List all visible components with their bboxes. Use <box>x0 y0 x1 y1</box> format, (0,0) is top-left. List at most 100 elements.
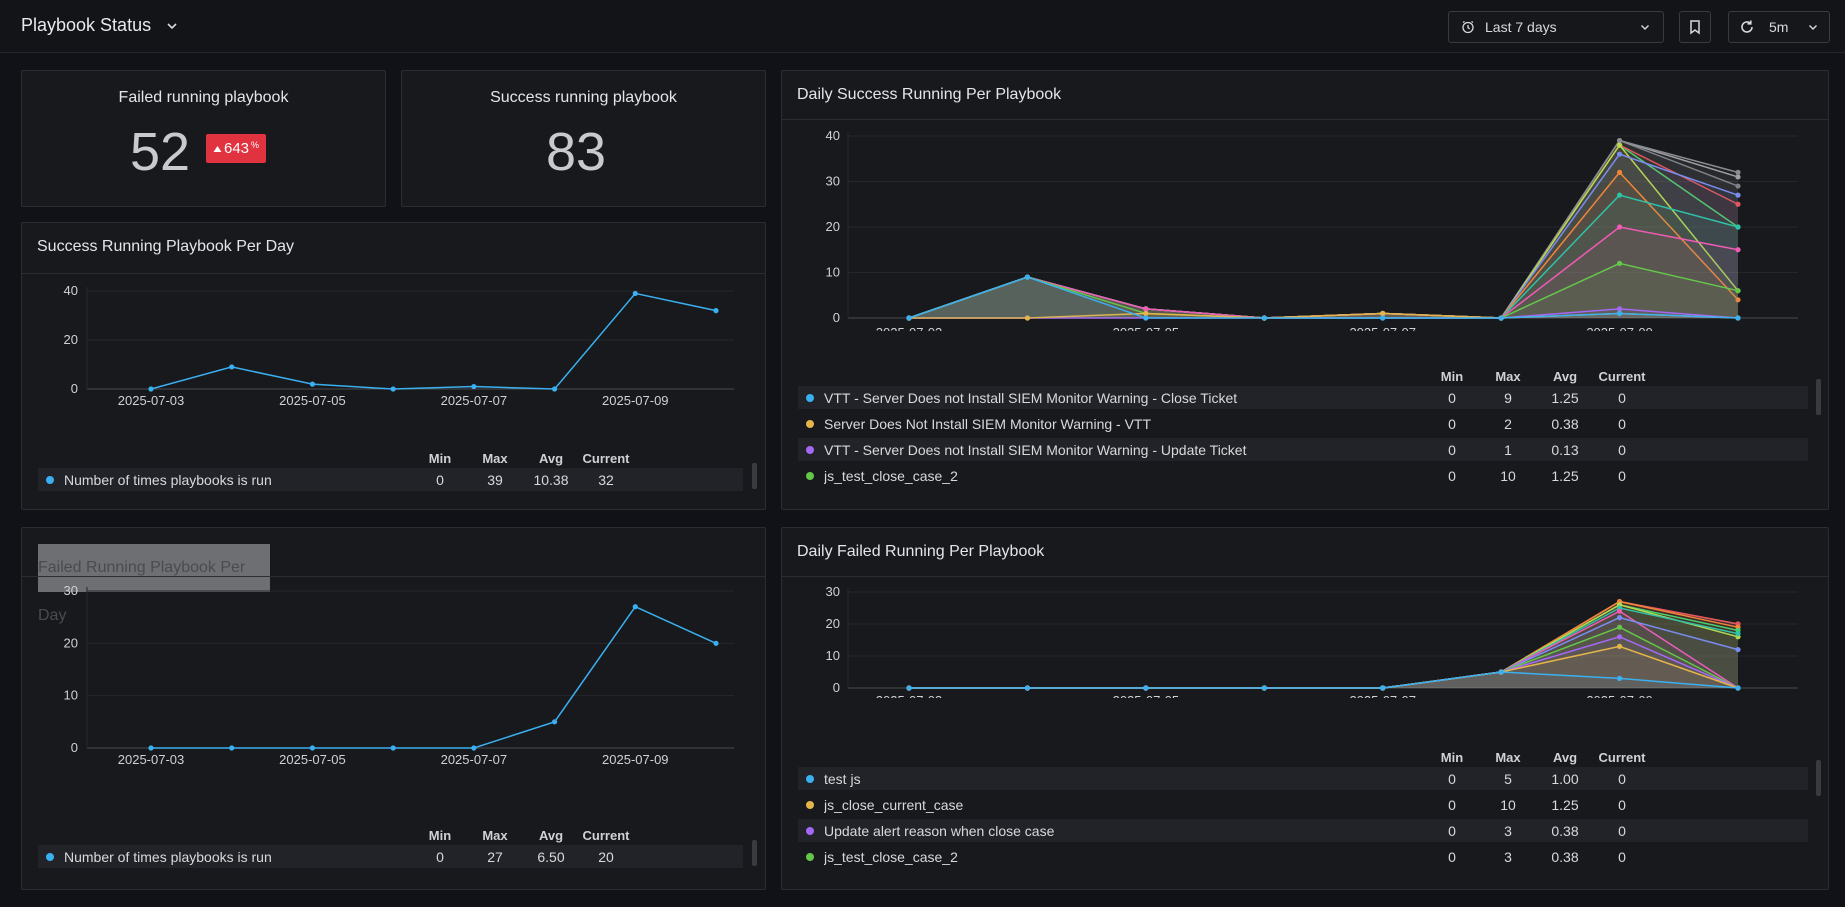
data-point[interactable] <box>1735 315 1741 321</box>
failed-per-day-chart[interactable]: 0 10 20 30 2025-07-03 2025-07-05 2025-07-07 202… <box>22 578 767 813</box>
dashboard-title-picker[interactable]: Playbook Status <box>21 15 179 36</box>
data-point[interactable] <box>1735 685 1741 691</box>
legend-scrollbar[interactable] <box>752 463 757 489</box>
legend-scrollbar[interactable] <box>752 840 757 866</box>
data-point[interactable] <box>1735 192 1741 198</box>
legend-row[interactable]: js_close_current_case 0 10 1.25 0 <box>798 793 1808 816</box>
data-point[interactable] <box>471 383 477 390</box>
data-point[interactable] <box>1616 137 1623 144</box>
legend-scrollbar[interactable] <box>1816 379 1821 415</box>
data-point[interactable] <box>632 290 638 297</box>
data-point[interactable] <box>551 386 558 392</box>
daily-success-per-playbook-panel[interactable]: Daily Success Running Per Playbook 0 10 20… <box>781 70 1829 510</box>
data-point[interactable] <box>1024 685 1031 691</box>
legend-row[interactable]: test js 0 5 1.00 0 <box>798 767 1808 790</box>
series-line[interactable] <box>151 605 717 749</box>
legend-row[interactable]: Server Does Not Install SIEM Monitor War… <box>798 412 1808 435</box>
dashboard-title: Playbook Status <box>21 15 152 35</box>
data-point[interactable] <box>713 308 719 314</box>
data-point[interactable] <box>1380 685 1386 691</box>
series-line[interactable] <box>908 276 1739 319</box>
legend-row[interactable]: Number of times playbooks is run 0 27 6.50 2… <box>38 845 743 868</box>
data-point[interactable] <box>1735 169 1741 175</box>
time-range-picker[interactable]: Last 7 days <box>1448 11 1664 43</box>
legend-scrollbar[interactable] <box>1816 760 1821 796</box>
data-point[interactable] <box>1380 310 1386 317</box>
y-tick-label: 30 <box>826 584 840 599</box>
data-point[interactable] <box>390 386 396 392</box>
data-point[interactable] <box>471 745 477 751</box>
data-point[interactable] <box>1735 647 1741 653</box>
data-point[interactable] <box>1735 631 1741 637</box>
data-point[interactable] <box>1616 192 1623 198</box>
save-bookmark-button[interactable] <box>1679 11 1711 43</box>
data-point[interactable] <box>1616 608 1623 614</box>
data-point[interactable] <box>1616 224 1623 230</box>
data-point[interactable] <box>1143 315 1149 321</box>
legend-avg-value: 0.38 <box>1551 822 1579 839</box>
data-point[interactable] <box>309 745 316 751</box>
data-point[interactable] <box>1616 310 1623 317</box>
data-point[interactable] <box>551 719 558 725</box>
data-point[interactable] <box>1616 624 1623 630</box>
data-point[interactable] <box>1735 224 1741 230</box>
refresh-picker[interactable]: 5m <box>1728 11 1830 43</box>
data-point[interactable] <box>1261 685 1267 691</box>
y-tick-label: 40 <box>64 283 78 298</box>
series-line[interactable] <box>909 671 1739 689</box>
data-point[interactable] <box>1616 260 1623 266</box>
data-point[interactable] <box>1735 247 1741 253</box>
data-point[interactable] <box>1498 315 1504 321</box>
data-point[interactable] <box>713 640 719 646</box>
data-point[interactable] <box>1498 669 1504 675</box>
data-point[interactable] <box>1024 274 1031 280</box>
data-point[interactable] <box>148 745 154 751</box>
data-point[interactable] <box>1735 201 1741 207</box>
legend-table: Min Max Avg Current Number of times playbook… <box>38 451 761 509</box>
data-point[interactable] <box>1616 151 1623 157</box>
success-per-day-panel[interactable]: Success Running Playbook Per Day 0 20 40 20… <box>21 222 766 510</box>
daily-success-chart[interactable]: 0 10 20 30 40 2025-07-03 2025-07-05 2025-07-07 2… <box>782 121 1830 331</box>
data-point[interactable] <box>1616 169 1623 175</box>
failed-stat-panel[interactable]: Failed running playbook 52 643 % <box>21 70 386 207</box>
data-point[interactable] <box>1143 685 1149 691</box>
data-point[interactable] <box>632 604 638 610</box>
daily-failed-chart[interactable]: 0 10 20 30 2025-07-03 2025-07-05 2025-07-07 202… <box>782 578 1830 698</box>
legend-row[interactable]: js_test_close_case_2 0 10 1.25 0 <box>798 464 1808 487</box>
data-point[interactable] <box>229 745 235 751</box>
data-point[interactable] <box>1735 288 1741 294</box>
legend-row[interactable]: VTT - Server Does not Install SIEM Monit… <box>798 386 1808 409</box>
data-point[interactable] <box>390 745 396 751</box>
y-tick-label: 30 <box>826 174 840 189</box>
series-name: VTT - Server Does not Install SIEM Monit… <box>824 389 1238 406</box>
daily-failed-per-playbook-panel[interactable]: Daily Failed Running Per Playbook 0 10 20 3… <box>781 527 1829 890</box>
data-point[interactable] <box>229 364 235 370</box>
data-point[interactable] <box>309 381 316 387</box>
success-stat-panel[interactable]: Success running playbook 83 <box>401 70 766 207</box>
data-point[interactable] <box>1735 174 1741 180</box>
legend-row[interactable]: Update alert reason when close case 0 3 0.3… <box>798 819 1808 842</box>
data-point[interactable] <box>1380 315 1386 321</box>
legend-row[interactable]: js_test_close_case_2 0 3 0.38 0 <box>798 845 1808 868</box>
data-point[interactable] <box>1024 315 1031 321</box>
data-point[interactable] <box>1143 306 1149 312</box>
series-line[interactable] <box>150 292 717 390</box>
data-point[interactable] <box>148 386 154 392</box>
data-point[interactable] <box>906 315 912 321</box>
legend-row[interactable]: VTT - Server Does not Install SIEM Monit… <box>798 438 1808 461</box>
data-point[interactable] <box>1616 615 1623 621</box>
success-per-day-chart[interactable]: 0 20 40 2025-07-03 2025-07-05 2025-07-07 2025-… <box>22 275 767 430</box>
data-point[interactable] <box>1616 643 1623 649</box>
legend-current-value: 0 <box>1618 822 1626 839</box>
data-point[interactable] <box>1735 297 1741 303</box>
data-point[interactable] <box>1143 310 1149 317</box>
legend-row[interactable]: Number of times playbooks is run 0 39 10.38… <box>38 468 743 491</box>
data-point[interactable] <box>1616 675 1623 681</box>
data-point[interactable] <box>1616 306 1623 312</box>
failed-per-day-panel[interactable]: Failed Running Playbook Per Day 0 10 20 30 2… <box>21 527 766 890</box>
data-point[interactable] <box>1261 315 1267 321</box>
data-point[interactable] <box>1616 142 1623 148</box>
data-point[interactable] <box>1735 183 1741 189</box>
data-point[interactable] <box>906 685 912 691</box>
data-point[interactable] <box>1616 634 1623 640</box>
